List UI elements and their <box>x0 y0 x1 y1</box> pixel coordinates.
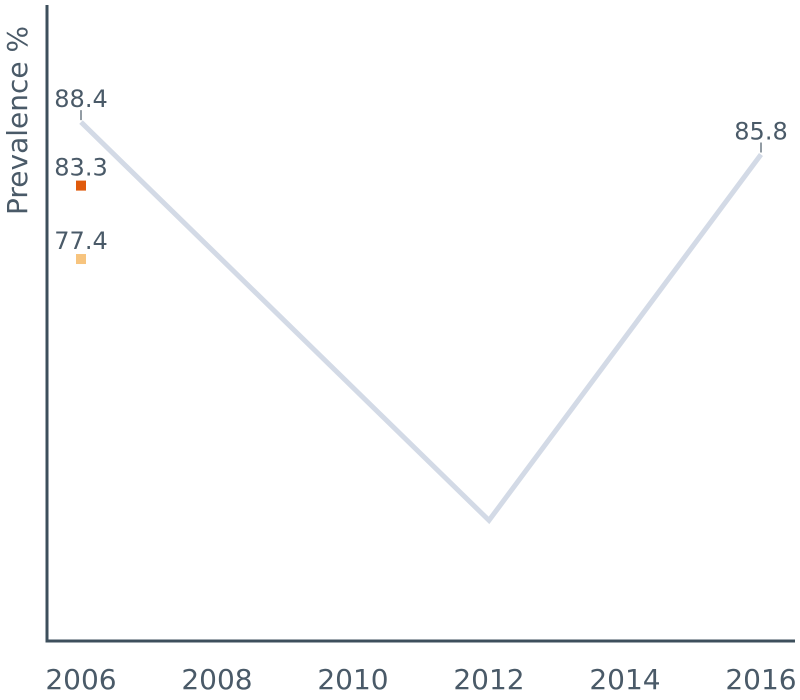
x-tick-label: 2010 <box>317 663 388 696</box>
y-axis-title: Prevalence % <box>1 26 34 215</box>
data-label: 77.4 <box>54 227 107 255</box>
x-tick-label: 2016 <box>725 663 796 696</box>
x-tick-label: 2008 <box>181 663 252 696</box>
series-line <box>79 120 764 525</box>
data-label: 88.4 <box>54 85 107 113</box>
data-label: 83.3 <box>54 154 107 182</box>
x-tick-label: 2006 <box>45 663 116 696</box>
x-tick-label: 2012 <box>453 663 524 696</box>
data-label: 85.8 <box>734 117 787 145</box>
axes <box>45 5 795 643</box>
x-tick-label: 2014 <box>589 663 660 696</box>
data-point-marker <box>76 180 86 191</box>
data-point-marker <box>76 254 86 265</box>
